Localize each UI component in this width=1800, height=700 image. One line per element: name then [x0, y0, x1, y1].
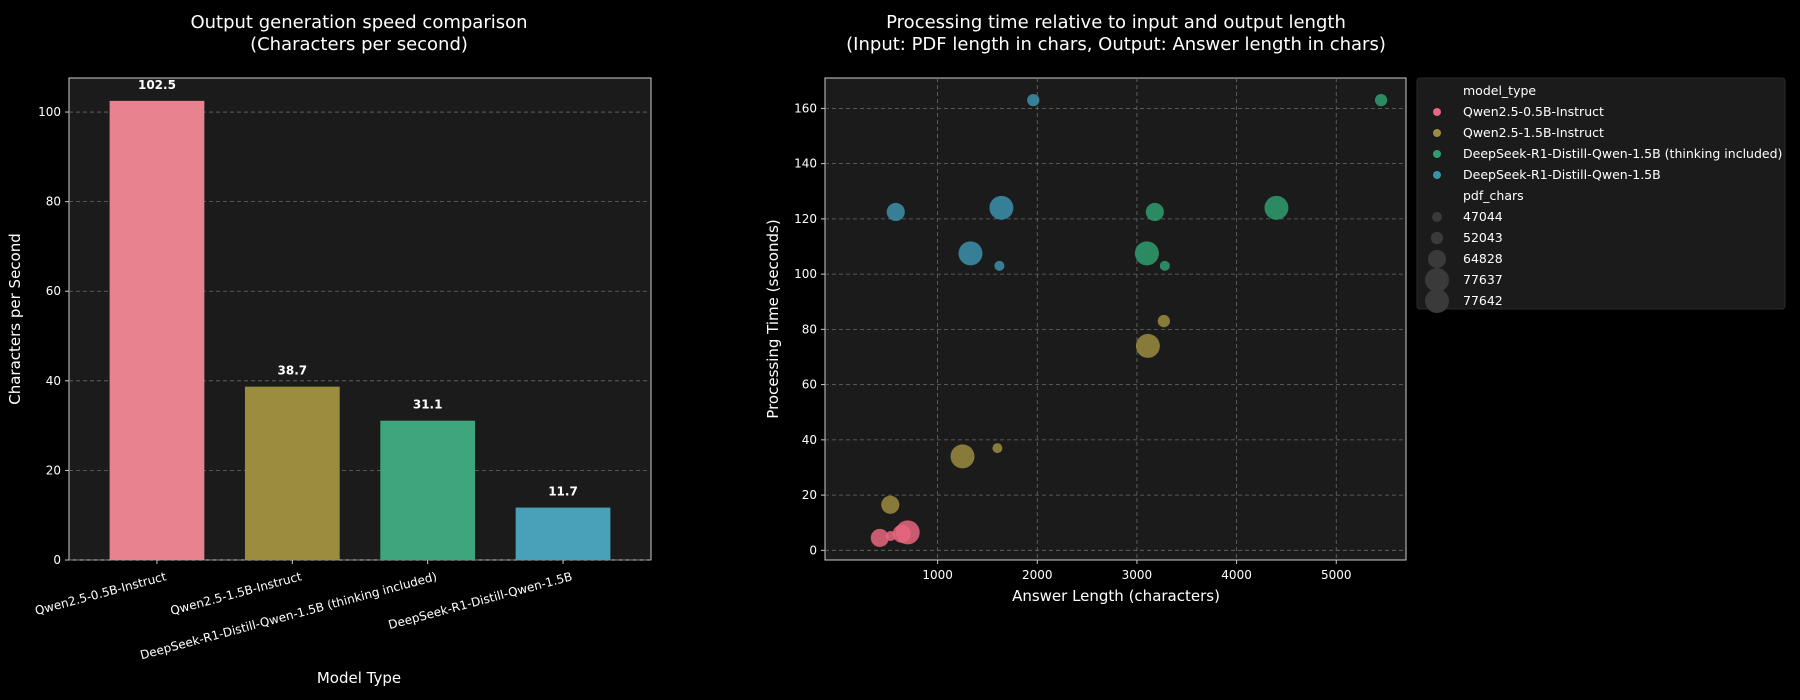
bar-value-label: 11.7	[548, 485, 578, 499]
scatter-point-qwen2-5-1-5b-instruct	[881, 495, 900, 514]
legend-size-title: pdf_chars	[1463, 188, 1524, 203]
scatter-point-deepseek-r1-distill-qwen-1-5b-thinking-included	[1374, 93, 1388, 107]
scatter-chart: Processing time relative to input and ou…	[764, 12, 1407, 605]
scatter-legend: model_type Qwen2.5-0.5B-Instruct Qwen2.5-1…	[1416, 77, 1786, 313]
legend-label-deepseek-r1-distill-qwen-1-5b-thinking-included: DeepSeek-R1-Distill-Qwen-1.5B (thinking …	[1463, 146, 1782, 161]
legend-marker-deepseek-r1-distill-qwen-1-5b	[1433, 171, 1441, 179]
legend-label-deepseek-r1-distill-qwen-1-5b: DeepSeek-R1-Distill-Qwen-1.5B	[1463, 167, 1661, 182]
bar-deepseek-r1-distill-qwen-1-5b	[515, 507, 611, 560]
bar-x-axis-label: Model Type	[317, 669, 401, 687]
scatter-point-qwen2-5-1-5b-instruct	[992, 443, 1003, 454]
scatter-point-deepseek-r1-distill-qwen-1-5b	[958, 241, 983, 266]
bar-y-axis-label: Characters per Second	[6, 233, 24, 405]
scatter-y-tick-label: 40	[802, 433, 817, 447]
scatter-point-deepseek-r1-distill-qwen-1-5b	[1027, 93, 1040, 107]
bar-series: 102.5 38.7 31.1 11.7	[109, 78, 611, 560]
legend-size-marker	[1432, 212, 1442, 222]
legend-label-qwen2-5-1-5b-instruct: Qwen2.5-1.5B-Instruct	[1463, 125, 1604, 140]
scatter-gridlines	[825, 78, 1406, 560]
scatter-point-deepseek-r1-distill-qwen-1-5b	[994, 260, 1005, 271]
bar-y-tick-label: 0	[53, 553, 61, 567]
bar-y-tick-label: 20	[46, 463, 61, 477]
bar-chart-subtitle: (Characters per second)	[250, 34, 468, 55]
scatter-point-qwen2-5-0-5b-instruct	[895, 520, 920, 545]
bar-y-tick-label: 80	[46, 195, 61, 209]
bar-y-tick-label: 60	[46, 284, 61, 298]
scatter-y-tick-label: 60	[802, 378, 817, 392]
legend-hue-title: model_type	[1463, 83, 1536, 98]
bar-y-tick-label: 40	[46, 374, 61, 388]
legend-label-qwen2-5-0-5b-instruct: Qwen2.5-0.5B-Instruct	[1463, 104, 1604, 119]
scatter-points	[870, 93, 1388, 547]
legend-size-label: 52043	[1463, 230, 1503, 245]
scatter-x-tick-label: 5000	[1321, 568, 1352, 582]
bar-value-label: 31.1	[413, 398, 443, 412]
legend-size-label: 64828	[1463, 251, 1503, 266]
legend-box	[1416, 77, 1786, 310]
scatter-point-deepseek-r1-distill-qwen-1-5b	[886, 202, 905, 222]
scatter-point-qwen2-5-1-5b-instruct	[1135, 333, 1160, 358]
bar-qwen2-5-0-5b-instruct	[109, 100, 205, 560]
scatter-y-tick-label: 160	[794, 101, 817, 115]
scatter-x-tick-label: 1000	[922, 568, 953, 582]
bar-y-ticks: 0 20 40 60 80 100	[38, 105, 69, 567]
scatter-point-deepseek-r1-distill-qwen-1-5b-thinking-included	[1134, 241, 1159, 266]
legend-size-marker	[1425, 289, 1449, 313]
bar-chart: Output generation speed comparison (Char…	[6, 12, 652, 687]
legend-marker-deepseek-r1-distill-qwen-1-5b-thinking-included	[1433, 150, 1441, 158]
bar-value-label: 102.5	[138, 78, 176, 92]
scatter-point-deepseek-r1-distill-qwen-1-5b-thinking-included	[1264, 195, 1289, 220]
scatter-x-ticks: 1000 2000 3000 4000 5000	[922, 560, 1352, 582]
legend-size-label: 77642	[1463, 293, 1503, 308]
scatter-y-ticks: 0 20 40 60 80 100 120 140 160	[794, 101, 825, 557]
scatter-y-tick-label: 0	[809, 543, 817, 557]
scatter-y-tick-label: 20	[802, 488, 817, 502]
scatter-point-deepseek-r1-distill-qwen-1-5b	[989, 195, 1014, 220]
scatter-y-tick-label: 140	[794, 157, 817, 171]
legend-marker-qwen2-5-0-5b-instruct	[1433, 108, 1441, 116]
legend-size-label: 47044	[1463, 209, 1503, 224]
scatter-point-deepseek-r1-distill-qwen-1-5b-thinking-included	[1159, 260, 1170, 271]
scatter-point-qwen2-5-1-5b-instruct	[950, 444, 975, 469]
scatter-point-qwen2-5-0-5b-instruct	[870, 528, 889, 547]
scatter-y-axis-label: Processing Time (seconds)	[764, 219, 782, 418]
scatter-y-tick-label: 80	[802, 322, 817, 336]
legend-size-marker	[1425, 268, 1449, 292]
legend-size-marker	[1430, 231, 1444, 245]
scatter-plot-area	[824, 77, 1407, 561]
scatter-y-tick-label: 120	[794, 212, 817, 226]
legend-size-marker	[1427, 249, 1447, 269]
scatter-point-qwen2-5-1-5b-instruct	[1157, 314, 1170, 328]
legend-marker-qwen2-5-1-5b-instruct	[1433, 129, 1441, 137]
scatter-x-axis-label: Answer Length (characters)	[1012, 587, 1220, 605]
bar-chart-title: Output generation speed comparison	[190, 12, 527, 33]
scatter-x-tick-label: 4000	[1221, 568, 1252, 582]
scatter-x-tick-label: 3000	[1122, 568, 1153, 582]
bar-value-label: 38.7	[278, 364, 308, 378]
bar-y-tick-label: 100	[38, 105, 61, 119]
scatter-y-tick-label: 100	[794, 267, 817, 281]
bar-qwen2-5-1-5b-instruct	[244, 386, 340, 560]
legend-size-label: 77637	[1463, 272, 1503, 287]
scatter-chart-subtitle: (Input: PDF length in chars, Output: Ans…	[846, 34, 1386, 55]
scatter-chart-title: Processing time relative to input and ou…	[886, 12, 1346, 33]
bar-deepseek-r1-distill-qwen-1-5b-thinking-included	[380, 420, 476, 560]
scatter-point-deepseek-r1-distill-qwen-1-5b-thinking-included	[1145, 202, 1164, 222]
legend-entries: model_type Qwen2.5-0.5B-Instruct Qwen2.5-1…	[1425, 83, 1782, 313]
scatter-x-tick-label: 2000	[1022, 568, 1053, 582]
